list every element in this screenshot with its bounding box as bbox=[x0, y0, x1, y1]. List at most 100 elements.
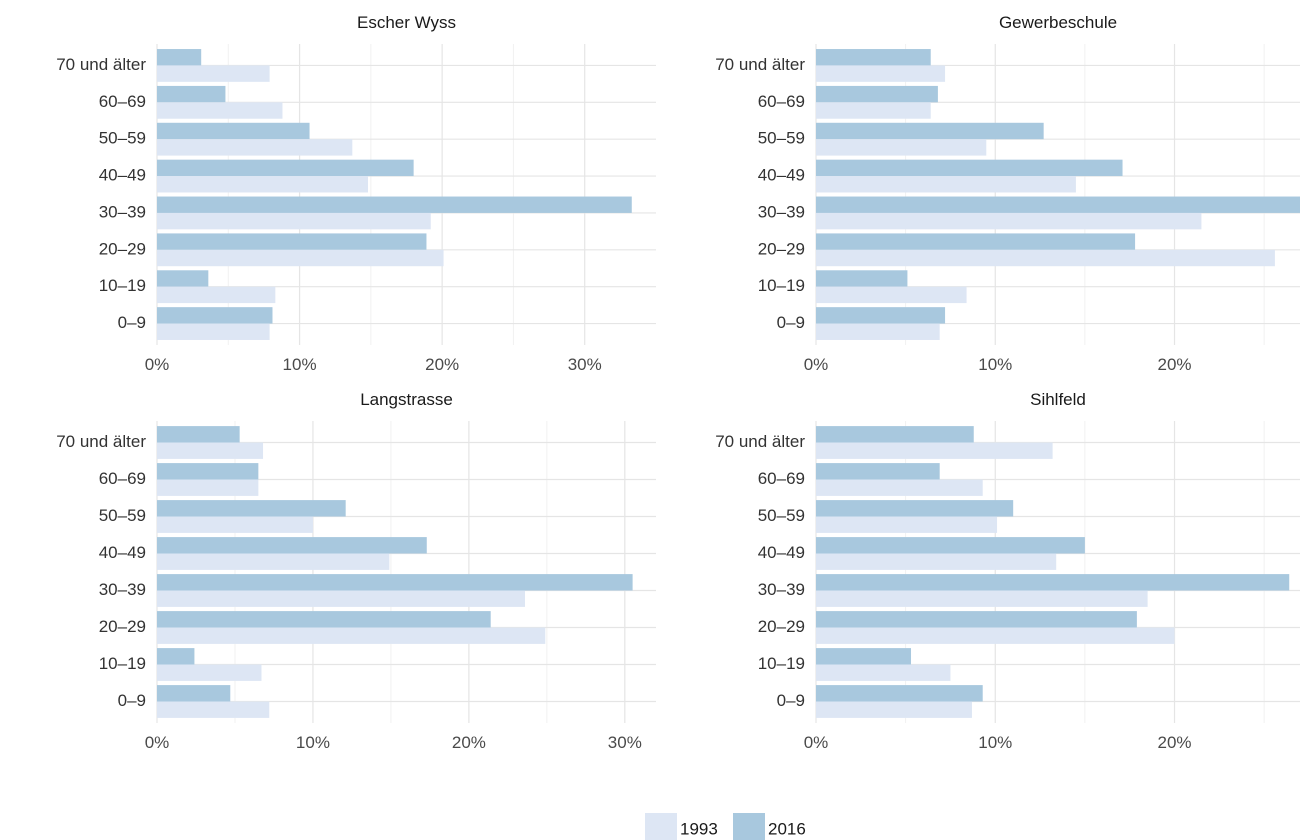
legend: 1993 2016 bbox=[645, 813, 806, 840]
bar-2016 bbox=[157, 307, 273, 324]
category-label: 40–49 bbox=[758, 166, 805, 185]
category-label: 30–39 bbox=[99, 580, 146, 599]
bar-1993 bbox=[816, 65, 946, 82]
panel-title: Gewerbeschule bbox=[999, 13, 1117, 32]
bar-2016 bbox=[816, 611, 1137, 628]
x-tick-label: 30% bbox=[608, 733, 642, 752]
panel-title: Langstrasse bbox=[360, 390, 453, 409]
bar-1993 bbox=[816, 249, 1275, 267]
bar-2016 bbox=[157, 49, 202, 66]
bar-1993 bbox=[816, 701, 972, 718]
bar-2016 bbox=[157, 159, 414, 177]
x-tick-label: 20% bbox=[1158, 355, 1192, 374]
bar-2016 bbox=[157, 122, 310, 140]
bar-2016 bbox=[157, 500, 346, 517]
category-label: 20–29 bbox=[99, 617, 146, 636]
x-tick-label: 10% bbox=[296, 733, 330, 752]
bar-1993 bbox=[816, 323, 940, 340]
category-label: 0–9 bbox=[118, 313, 146, 332]
bar-2016 bbox=[816, 49, 931, 66]
x-tick-label: 0% bbox=[804, 355, 829, 374]
bar-1993 bbox=[816, 553, 1057, 570]
bar-1993 bbox=[816, 139, 987, 156]
bar-2016 bbox=[816, 307, 946, 324]
category-label: 0–9 bbox=[777, 313, 805, 332]
bar-1993 bbox=[816, 212, 1202, 230]
bar-1993 bbox=[157, 65, 270, 82]
bar-1993 bbox=[816, 479, 983, 496]
bar-1993 bbox=[816, 516, 998, 533]
x-tick-label: 10% bbox=[978, 355, 1012, 374]
panel-0: 70 und älter 60–69 50–59 40–49 30–39 20–29 10–… bbox=[56, 13, 656, 374]
bar-2016 bbox=[157, 270, 209, 287]
panel-1: 70 und älter 60–69 50–59 40–49 30–39 20–29 10–… bbox=[715, 13, 1300, 374]
bar-2016 bbox=[157, 574, 633, 591]
bar-1993 bbox=[157, 176, 369, 193]
category-label: 40–49 bbox=[99, 543, 146, 562]
legend-label-1993: 1993 bbox=[680, 819, 718, 838]
category-label: 0–9 bbox=[777, 691, 805, 710]
category-label: 30–39 bbox=[758, 580, 805, 599]
bar-2016 bbox=[816, 685, 983, 702]
bar-1993 bbox=[816, 176, 1076, 193]
category-label: 20–29 bbox=[758, 239, 805, 258]
category-label: 50–59 bbox=[758, 506, 805, 525]
bar-2016 bbox=[816, 159, 1123, 177]
bar-1993 bbox=[816, 627, 1175, 644]
x-tick-label: 20% bbox=[1158, 733, 1192, 752]
category-label: 50–59 bbox=[758, 129, 805, 148]
panel-2: 70 und älter 60–69 50–59 40–49 30–39 20–29 10–… bbox=[56, 390, 656, 752]
bar-1993 bbox=[157, 664, 262, 681]
x-tick-label: 0% bbox=[145, 733, 170, 752]
category-label: 30–39 bbox=[758, 202, 805, 221]
x-tick-label: 0% bbox=[145, 355, 170, 374]
category-label: 20–29 bbox=[758, 617, 805, 636]
bar-2016 bbox=[157, 85, 226, 103]
bar-2016 bbox=[816, 500, 1014, 517]
bar-1993 bbox=[816, 286, 967, 304]
bar-2016 bbox=[816, 233, 1136, 250]
bar-2016 bbox=[816, 648, 912, 665]
bar-1993 bbox=[816, 590, 1148, 607]
x-tick-label: 30% bbox=[568, 355, 602, 374]
category-label: 20–29 bbox=[99, 239, 146, 258]
legend-label-2016: 2016 bbox=[768, 819, 806, 838]
bar-1993 bbox=[157, 139, 353, 156]
bar-1993 bbox=[157, 102, 283, 119]
panel-3: 70 und älter 60–69 50–59 40–49 30–39 20–29 10–… bbox=[715, 390, 1300, 752]
bar-2016 bbox=[157, 685, 231, 702]
category-label: 60–69 bbox=[758, 469, 805, 488]
bar-2016 bbox=[816, 463, 940, 480]
x-tick-label: 10% bbox=[283, 355, 317, 374]
category-label: 40–49 bbox=[758, 543, 805, 562]
bar-1993 bbox=[816, 102, 931, 119]
category-label: 10–19 bbox=[758, 654, 805, 673]
bar-2016 bbox=[816, 85, 938, 103]
category-label: 70 und älter bbox=[715, 55, 805, 74]
bar-1993 bbox=[157, 479, 259, 496]
bar-1993 bbox=[157, 627, 546, 644]
bar-1993 bbox=[157, 516, 313, 533]
bar-1993 bbox=[157, 323, 270, 340]
category-label: 60–69 bbox=[758, 92, 805, 111]
bar-2016 bbox=[157, 648, 195, 665]
bar-1993 bbox=[157, 553, 390, 570]
legend-swatch-1993 bbox=[645, 813, 677, 840]
panel-title: Escher Wyss bbox=[357, 13, 456, 32]
category-label: 70 und älter bbox=[56, 432, 146, 451]
category-label: 0–9 bbox=[118, 691, 146, 710]
bar-2016 bbox=[157, 426, 240, 443]
category-label: 70 und älter bbox=[56, 55, 146, 74]
category-label: 60–69 bbox=[99, 469, 146, 488]
category-label: 50–59 bbox=[99, 506, 146, 525]
legend-swatch-2016 bbox=[733, 813, 765, 840]
category-label: 40–49 bbox=[99, 166, 146, 185]
bar-1993 bbox=[157, 590, 526, 607]
bar-1993 bbox=[816, 442, 1053, 459]
bar-2016 bbox=[157, 196, 632, 213]
bar-2016 bbox=[157, 537, 427, 554]
bar-1993 bbox=[157, 286, 276, 304]
bar-1993 bbox=[157, 212, 431, 230]
category-label: 60–69 bbox=[99, 92, 146, 111]
